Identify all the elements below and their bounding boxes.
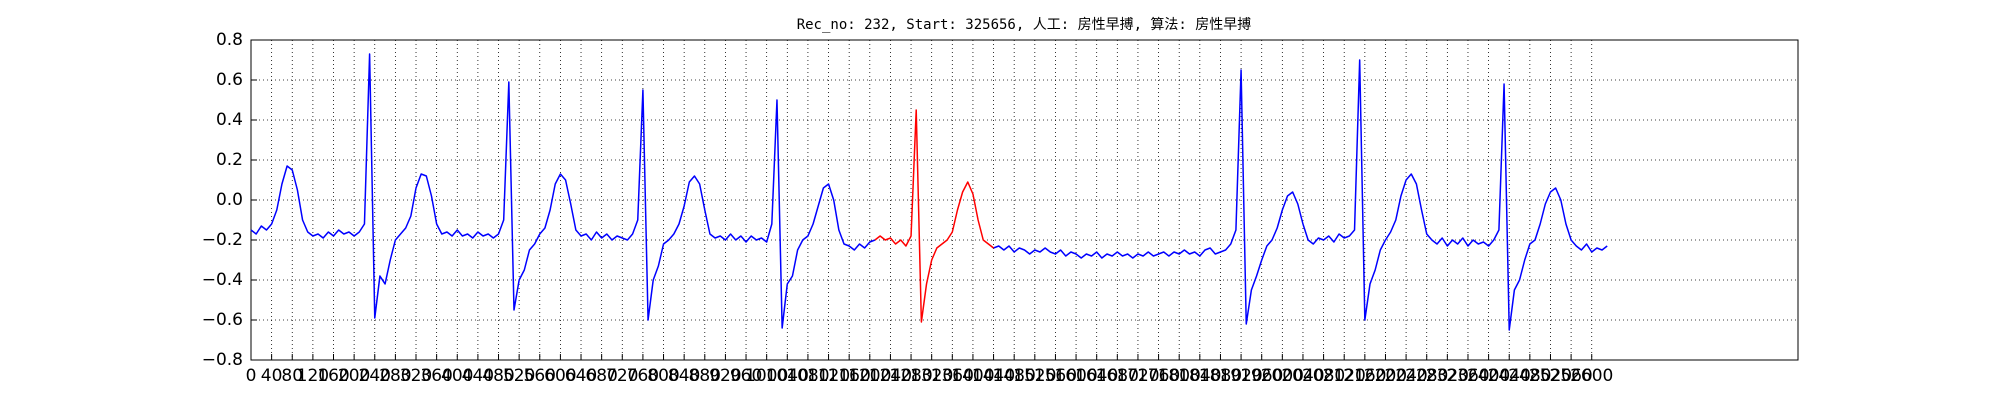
x-tick-label: 1240 [869,366,912,386]
x-tick-label: 2360 [1446,366,1489,386]
x-tick-label: 1880 [1199,366,1242,386]
x-tick-label: 2120 [1323,366,1366,386]
x-tick-label: 2160 [1343,366,1386,386]
x-tick-label: 1440 [972,366,1015,386]
x-tick-label: 400 [441,366,473,386]
x-tick-label: 80 [281,366,303,386]
x-tick-label: 320 [400,366,432,386]
y-tick-label: −0.6 [202,310,243,330]
x-tick-label: 920 [709,366,741,386]
x-tick-label: 600 [544,366,576,386]
x-tick-label: 2560 [1549,366,1592,386]
x-tick-label: 1320 [910,366,953,386]
x-tick-label: 1640 [1075,366,1118,386]
x-tick-label: 2280 [1405,366,1448,386]
x-tick-label: 1720 [1116,366,1159,386]
x-tick-label: 1200 [848,366,891,386]
x-tick-label: 280 [379,366,411,386]
x-tick-label: 1680 [1096,366,1139,386]
x-tick-label: 440 [462,366,494,386]
x-tick-label: 200 [338,366,370,386]
x-tick-label: 2600 [1570,366,1613,386]
x-tick-label: 2480 [1508,366,1551,386]
y-tick-label: 0.0 [216,190,243,210]
x-tick-label: 880 [689,366,721,386]
x-tick-label: 2080 [1302,366,1345,386]
x-tick-label: 1280 [889,366,932,386]
x-tick-label: 160 [317,366,349,386]
x-tick-label: 1800 [1158,366,1201,386]
x-tick-label: 2440 [1488,366,1531,386]
x-tick-label: 1120 [807,366,850,386]
x-tick-label: 2240 [1384,366,1427,386]
x-tick-label: 720 [606,366,638,386]
x-tick-label: 840 [668,366,700,386]
x-tick-label: 1520 [1013,366,1056,386]
ecg-line [874,109,995,323]
y-tick-label: −0.4 [202,270,243,290]
x-tick-label: 1760 [1137,366,1180,386]
y-tick-label: 0.2 [216,150,243,170]
x-tick-label: 1960 [1240,366,1283,386]
x-tick-label: 640 [565,366,597,386]
x-tick-label: 2000 [1261,366,1304,386]
x-tick-label: 1160 [828,366,871,386]
x-tick-label: 1480 [993,366,1036,386]
x-tick-label: 560 [524,366,556,386]
x-tick-label: 520 [503,366,535,386]
y-tick-label: −0.2 [202,230,243,250]
ecg-line [250,53,1608,331]
x-tick-label: 800 [647,366,679,386]
x-tick-label: 240 [359,366,391,386]
x-tick-label: 1360 [931,366,974,386]
x-tick-label: 1600 [1054,366,1097,386]
x-tick-label: 0 [246,366,257,386]
x-tick-label: 960 [730,366,762,386]
x-tick-label: 2320 [1426,366,1469,386]
chart-title: Rec_no: 232, Start: 325656, 人工: 房性早搏, 算法… [797,16,1252,33]
x-tick-label: 120 [297,366,329,386]
y-tick-label: 0.8 [216,30,243,50]
x-tick-label: 680 [585,366,617,386]
x-tick-label: 480 [482,366,514,386]
y-tick-label: 0.6 [216,70,243,90]
x-tick-label: 1840 [1178,366,1221,386]
x-tick-label: 360 [420,366,452,386]
x-tick-label: 1080 [786,366,829,386]
x-tick-label: 2200 [1364,366,1407,386]
x-tick-label: 1000 [745,366,788,386]
x-tick-label: 1040 [766,366,809,386]
x-tick-label: 2040 [1281,366,1324,386]
x-tick-label: 2400 [1467,366,1510,386]
x-tick-label: 1560 [1034,366,1077,386]
x-tick-label: 2520 [1529,366,1572,386]
x-tick-label: 1920 [1219,366,1262,386]
x-tick-label: 1400 [951,366,994,386]
y-tick-label: 0.4 [216,110,243,130]
x-tick-label: 40 [261,366,283,386]
y-tick-label: −0.8 [202,350,243,370]
x-tick-label: 760 [627,366,659,386]
